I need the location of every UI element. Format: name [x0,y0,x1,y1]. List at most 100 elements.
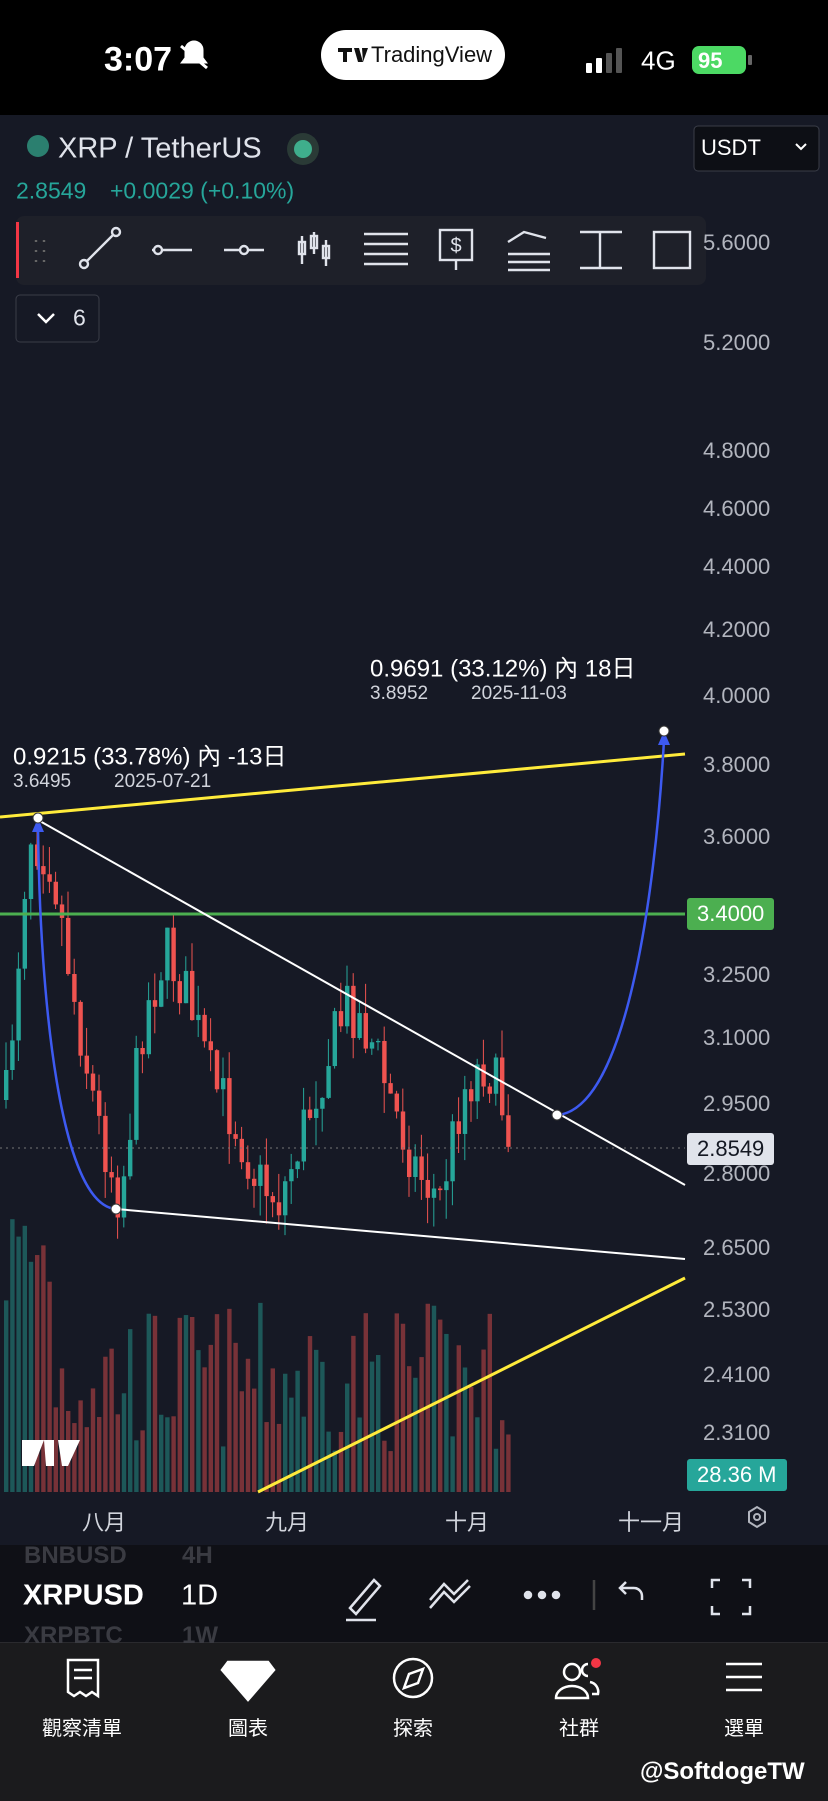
volume-bar [314,1349,319,1492]
volume-bar [345,1383,350,1492]
candle-body [382,1040,387,1084]
volume-bar [444,1333,449,1492]
volume-bar [190,1316,195,1492]
candle-body [128,1139,133,1177]
price: 2.8549 [16,177,87,204]
volume-bar [183,1315,189,1492]
volume-bar [22,1225,27,1492]
candle-body [171,927,176,982]
symbol-title[interactable]: XRP / TetherUS [58,132,262,165]
volume-bar [481,1349,486,1492]
candle-body [289,1169,294,1182]
toolbar-buttons[interactable] [346,1578,752,1622]
volume-bar [146,1313,151,1492]
candle-body [487,1086,492,1094]
candle-body [376,1040,381,1043]
measure-label: 0.9215 (33.78%) 內 -13日 [13,743,287,771]
candle-body [283,1181,288,1216]
currency-select[interactable] [693,125,820,172]
candle-body [252,1178,257,1186]
price-axis-label: 4.4000 [703,554,771,579]
indicator-count[interactable]: 6 [73,304,86,331]
candle-body [320,1097,325,1109]
volume-bar [208,1344,213,1492]
volume-bar [307,1336,313,1492]
volume-bar [438,1319,443,1492]
settings-core [753,1513,761,1521]
candle-body [47,874,52,882]
currency[interactable]: USDT [701,135,761,160]
candle-body [196,1014,201,1021]
candle-body [369,1042,375,1049]
volume-bar [425,1303,430,1492]
tab[interactable]: 選單 [689,1660,799,1780]
measure-price: 3.8952 [370,683,429,704]
interval-option[interactable]: 1W [182,1622,218,1649]
battery-cap [748,55,752,65]
volume-bar [413,1377,418,1492]
candle-body [245,1162,251,1179]
candle-body [165,927,170,981]
tab[interactable]: 圖表 [193,1660,303,1780]
volume-bar [475,1417,480,1492]
level-badge: 3.4000 [687,898,775,930]
price-axis-label: 4.2000 [703,617,771,642]
candle-body [332,1011,337,1067]
candle-body [4,1070,9,1100]
candle-body [214,1050,220,1090]
interval-option[interactable]: 1D [181,1579,219,1612]
candle-body [314,1108,319,1118]
candle-body [115,1177,120,1218]
chart-area [0,115,828,1545]
candle-body [10,1040,15,1071]
candle-body [202,1014,207,1042]
volume-bar [115,1414,120,1492]
settings-icon[interactable] [748,1505,766,1529]
signal-icon [586,48,622,73]
volume-bar [16,1236,21,1492]
symbol-option[interactable]: XRPBTC [24,1622,123,1649]
volume-bar [363,1313,368,1492]
volume-bar [202,1367,207,1492]
candle-body [177,981,182,1004]
candle-body [134,1047,139,1140]
tab[interactable]: 探索 [358,1660,468,1780]
candle-body [475,1064,480,1102]
chevron [37,313,55,324]
candle-body [146,1000,151,1055]
anchor-points [32,725,670,1215]
candle-body [295,1161,300,1170]
candle-body [345,985,350,1027]
volume-bar [103,1356,108,1492]
measure-price: 3.6495 [13,771,72,792]
volume-bar [239,1391,244,1492]
price-axis-label: 4.6000 [703,496,771,521]
candle-body [400,1111,406,1150]
tab-label: 觀察清單 [42,1718,122,1740]
price-axis-label: 3.2500 [703,962,771,987]
candle-body [264,1164,269,1197]
price-axis-label: 2.8000 [703,1161,771,1186]
tab-label: 探索 [393,1718,433,1740]
tab[interactable]: 社群 [524,1660,634,1780]
symbol-option[interactable]: XRPUSD [23,1579,144,1612]
volume-bar [289,1397,294,1492]
tv-watermark [22,1440,80,1466]
candle-body [413,1156,418,1178]
symbol-option[interactable]: BNBUSD [24,1542,127,1569]
tab[interactable]: 觀察清單 [27,1660,137,1780]
indicator-toggle-box[interactable] [15,294,100,343]
volume-bar [72,1423,77,1492]
wedge-line [37,819,686,1186]
volume-bar [28,1261,34,1492]
candle-body [53,881,58,905]
volume-bar [493,1448,499,1492]
toolbar-accent [16,222,19,278]
candle-body [456,1121,461,1134]
volume-bar [53,1407,58,1492]
volume-bar [394,1313,399,1492]
interval-option[interactable]: 4H [182,1542,213,1569]
volume-bar [35,1255,40,1492]
price-axis-label: 4.8000 [703,438,771,463]
volume-bar [419,1357,424,1492]
